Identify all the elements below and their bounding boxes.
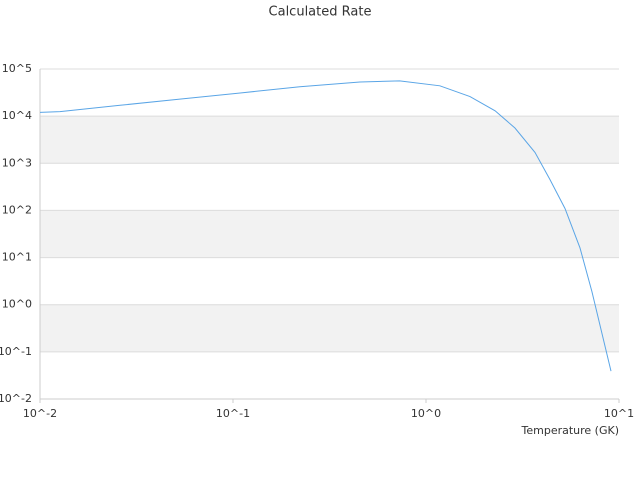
- x-tick-label: 10^0: [411, 407, 441, 420]
- y-tick-label: 10^3: [2, 156, 32, 169]
- line-series: [39, 80, 612, 372]
- x-tick-label: 10^-1: [216, 407, 250, 420]
- grid-band: [40, 210, 619, 258]
- grid-band: [40, 116, 619, 164]
- y-tick-label: 10^-2: [0, 392, 32, 405]
- x-axis-label: Temperature (GK): [521, 424, 620, 437]
- y-tick-label: 10^-1: [0, 345, 32, 358]
- y-tick-label: 10^0: [2, 298, 32, 311]
- y-tick-label: 10^1: [2, 251, 32, 264]
- x-tick-label: 10^-2: [23, 407, 57, 420]
- x-tick-label: 10^1: [604, 407, 634, 420]
- y-tick-label: 10^5: [2, 62, 32, 75]
- y-tick-label: 10^2: [2, 203, 32, 216]
- y-tick-label: 10^4: [2, 109, 32, 122]
- chart-title: Calculated Rate: [269, 5, 372, 20]
- grid-band: [40, 304, 619, 352]
